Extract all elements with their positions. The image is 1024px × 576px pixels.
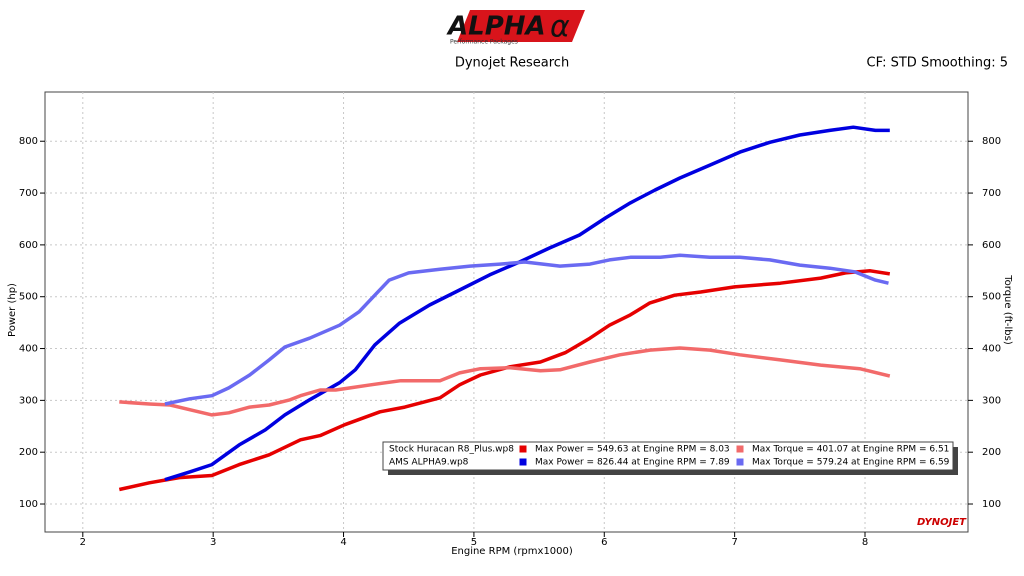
legend-swatch — [735, 457, 745, 467]
x-tick-label: 8 — [862, 537, 868, 548]
series-line — [164, 253, 889, 406]
legend-file: Stock Huracan R8_Plus.wp8 — [389, 445, 514, 455]
plot-frame — [44, 91, 969, 533]
legend-file: AMS ALPHA9.wp8 — [389, 458, 469, 468]
y2-tick-label: 300 — [982, 395, 1001, 406]
y-tick-label: 200 — [19, 447, 38, 458]
logo-brand: ALPHA — [446, 12, 546, 42]
y2-tick-label: 800 — [982, 136, 1001, 147]
y-tick-label: 800 — [19, 136, 38, 147]
legend-label: Max Torque = 401.07 at Engine RPM = 6.51 — [752, 445, 949, 455]
logo-symbol: α — [550, 10, 570, 45]
chart-subtitle: CF: STD Smoothing: 5 — [867, 56, 1008, 71]
y-axis-label: Power (hp) — [7, 283, 18, 337]
legend-label: Max Power = 826.44 at Engine RPM = 7.89 — [535, 458, 730, 468]
legend-label: Max Power = 549.63 at Engine RPM = 8.03 — [535, 445, 730, 455]
dynojet-brand: DYNOJET — [917, 517, 967, 528]
x-tick-label: 7 — [731, 537, 737, 548]
legend-label: Max Torque = 579.24 at Engine RPM = 6.59 — [752, 458, 950, 468]
y2-axis-label: Torque (ft-lbs) — [1002, 274, 1013, 345]
y-tick-label: 500 — [19, 292, 38, 303]
series-line — [164, 125, 890, 482]
y-tick-label: 700 — [19, 188, 38, 199]
y2-tick-label: 700 — [982, 188, 1001, 199]
y2-tick-label: 100 — [982, 499, 1001, 510]
legend-swatch — [518, 457, 528, 467]
x-tick-label: 6 — [601, 537, 607, 548]
y-tick-label: 100 — [19, 499, 38, 510]
x-tick-label: 4 — [340, 537, 346, 548]
y-tick-label: 400 — [19, 344, 38, 355]
logo-tagline: Performance Packages — [450, 39, 518, 46]
x-tick-label: 5 — [471, 537, 477, 548]
y2-tick-label: 400 — [982, 344, 1001, 355]
chart-title: Dynojet Research — [455, 56, 569, 71]
y2-tick-label: 600 — [982, 240, 1001, 251]
y2-tick-label: 200 — [982, 447, 1001, 458]
legend — [382, 441, 954, 471]
legend-swatch — [518, 444, 528, 454]
y2-tick-label: 500 — [982, 292, 1001, 303]
y-tick-label: 300 — [19, 395, 38, 406]
x-tick-label: 2 — [80, 537, 86, 548]
x-axis-label: Engine RPM (rpmx1000) — [451, 546, 573, 557]
legend-swatch — [735, 444, 745, 454]
series-line — [119, 346, 891, 417]
x-tick-label: 3 — [210, 537, 216, 548]
logo-badge — [457, 10, 585, 42]
y-tick-label: 600 — [19, 240, 38, 251]
